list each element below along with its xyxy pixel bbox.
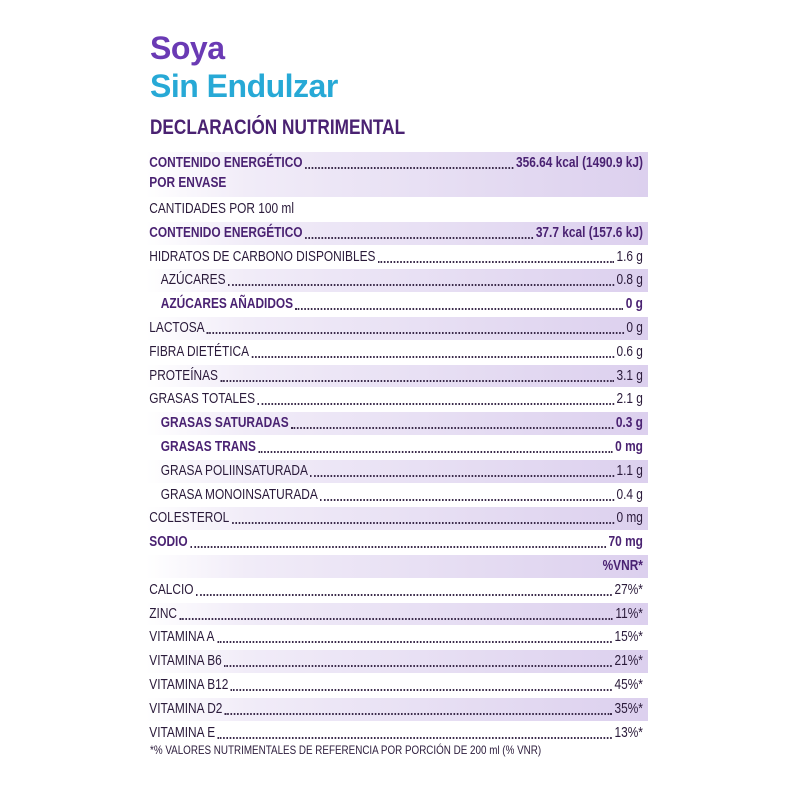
table-row: VITAMINA D2 35%* — [146, 696, 648, 721]
nutrition-heading: DECLARACIÓN NUTRIMENTAL — [150, 116, 406, 139]
table-row: GRASA MONOINSATURADA 0.4 g — [146, 482, 648, 507]
dot-leader — [291, 413, 614, 430]
table-row: PROTEÍNAS 3.1 g — [146, 363, 648, 388]
table-row: GRASAS TRANS 0 mg — [146, 434, 648, 459]
row-label: GRASAS SATURADAS — [160, 415, 289, 432]
row-label: CONTENIDO ENERGÉTICO POR ENVASE — [149, 155, 303, 191]
row-value: 0 g — [626, 319, 643, 336]
row-label: CALCIO — [149, 581, 194, 598]
row-value: 356.64 kcal (1490.9 kJ) — [515, 155, 643, 171]
dot-leader — [231, 508, 615, 525]
dot-leader — [220, 366, 615, 382]
table-row: ZINC 11%* — [146, 601, 648, 626]
table-row: LACTOSA 0 g — [146, 315, 648, 340]
row-label: FIBRA DIETÉTICA — [149, 343, 250, 360]
row-value: 11%* — [615, 605, 643, 622]
table-row: CONTENIDO ENERGÉTICO 37.7 kcal (157.6 kJ) — [146, 220, 648, 245]
row-label: LACTOSA — [149, 319, 205, 336]
dot-leader — [190, 532, 607, 549]
row-value: 70 mg — [608, 534, 643, 551]
table-row: FIBRA DIETÉTICA 0.6 g — [146, 339, 648, 364]
table-row: VITAMINA B12 45%* — [146, 672, 648, 697]
dot-leader — [207, 318, 624, 334]
table-row-energy-per-container: CONTENIDO ENERGÉTICO POR ENVASE 356.64 k… — [146, 151, 648, 197]
row-value: 13%* — [614, 724, 643, 741]
row-label: COLESTEROL — [149, 510, 230, 527]
dot-leader — [230, 675, 613, 691]
row-label: VITAMINA A — [149, 629, 215, 646]
row-label: CONTENIDO ENERGÉTICO — [149, 224, 303, 241]
table-row: VITAMINA E 13%* — [146, 720, 648, 745]
row-label: VITAMINA B12 — [149, 676, 229, 693]
table-row: VITAMINA B6 21%* — [146, 649, 648, 673]
row-label: VITAMINA D2 — [149, 700, 223, 717]
table-row: VITAMINA A 15%* — [146, 625, 648, 649]
row-label: GRASA POLIINSATURADA — [160, 462, 308, 479]
row-value: 1.1 g — [616, 462, 643, 479]
row-value: 27%* — [614, 581, 643, 598]
row-label: AZÚCARES — [160, 272, 226, 289]
row-value: 0.4 g — [616, 486, 643, 503]
dot-leader — [196, 580, 613, 596]
row-value: 0 g — [625, 296, 643, 313]
dot-leader — [216, 627, 613, 644]
table-row: HIDRATOS DE CARBONO DISPONIBLES 1.6 g — [146, 244, 648, 269]
dot-leader — [305, 223, 534, 239]
dot-leader — [251, 342, 615, 358]
dot-leader — [179, 604, 613, 620]
vnr-header: %VNR* — [602, 557, 643, 574]
table-row: GRASAS SATURADAS 0.3 g — [146, 411, 648, 435]
row-label: VITAMINA E — [149, 724, 216, 741]
row-value: 15%* — [614, 629, 643, 646]
row-label: GRASAS TRANS — [160, 438, 256, 455]
row-label: CANTIDADES POR 100 ml — [149, 201, 294, 217]
row-value: 3.1 g — [616, 367, 643, 384]
dot-leader — [257, 389, 615, 406]
footnote: *% VALORES NUTRIMENTALES DE REFERENCIA P… — [150, 743, 542, 757]
row-value: 1.6 g — [616, 248, 643, 265]
row-label: GRASA MONOINSATURADA — [160, 486, 318, 503]
row-value: 21%* — [614, 653, 643, 670]
row-value: 0 mg — [615, 438, 643, 455]
table-row: COLESTEROL 0 mg — [146, 506, 648, 531]
row-value: 2.1 g — [616, 391, 643, 408]
nutrition-table: CONTENIDO ENERGÉTICO POR ENVASE 356.64 k… — [146, 151, 648, 744]
table-row: GRASA POLIINSATURADA 1.1 g — [146, 458, 648, 483]
row-label: AZÚCARES AÑADIDOS — [160, 296, 294, 313]
dot-leader — [258, 437, 613, 453]
row-label: SODIO — [149, 534, 188, 551]
table-row: SODIO 70 mg — [146, 530, 648, 554]
table-row: AZÚCARES 0.8 g — [146, 268, 648, 293]
dot-leader — [305, 153, 514, 169]
row-label: HIDRATOS DE CARBONO DISPONIBLES — [149, 248, 376, 265]
row-label: VITAMINA B6 — [149, 653, 222, 670]
dot-leader — [227, 270, 615, 287]
row-value: 45%* — [614, 676, 643, 693]
vnr-header-row: %VNR* — [146, 553, 648, 578]
row-value: 0 mg — [616, 510, 643, 527]
row-value: 37.7 kcal (157.6 kJ) — [535, 224, 643, 241]
product-name-line1: Soya — [150, 30, 225, 66]
row-label: PROTEÍNAS — [149, 367, 218, 384]
product-name-line2: Sin Endulzar — [150, 68, 338, 104]
row-value: 0.3 g — [615, 415, 643, 432]
dot-leader — [320, 485, 615, 501]
dot-leader — [310, 461, 615, 477]
table-row: AZÚCARES AÑADIDOS 0 g — [146, 292, 648, 316]
row-label: ZINC — [149, 605, 178, 622]
dot-leader — [224, 699, 613, 715]
table-row: GRASAS TOTALES 2.1 g — [146, 387, 648, 411]
table-row: CALCIO 27%* — [146, 577, 648, 602]
row-value: 0.6 g — [616, 343, 643, 360]
row-value: 0.8 g — [616, 272, 643, 289]
dot-leader — [377, 247, 615, 263]
row-value: 35%* — [614, 700, 643, 717]
table-row-per-100ml: CANTIDADES POR 100 ml — [146, 197, 648, 221]
dot-leader — [224, 651, 613, 668]
row-label: GRASAS TOTALES — [149, 391, 256, 408]
dot-leader — [217, 723, 613, 739]
dot-leader — [295, 294, 624, 311]
